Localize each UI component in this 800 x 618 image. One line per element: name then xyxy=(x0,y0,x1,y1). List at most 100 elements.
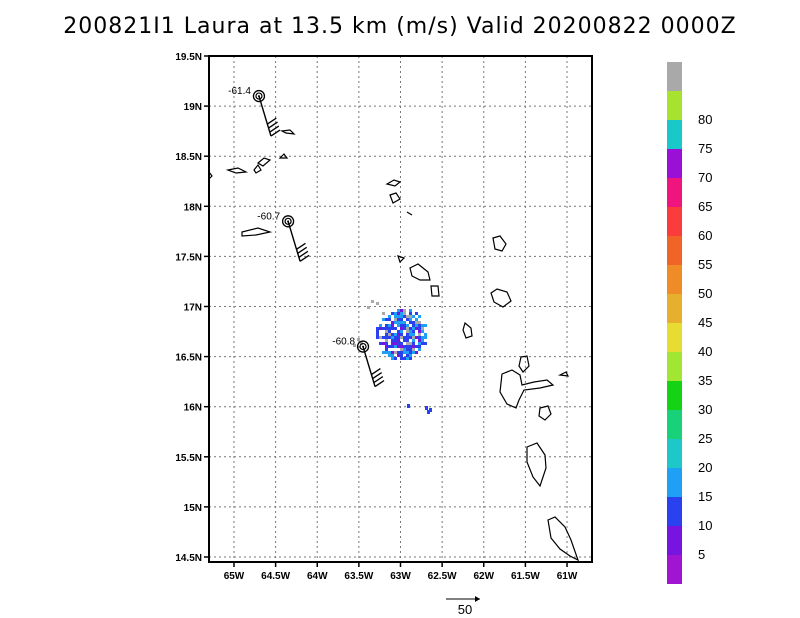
wind-pixel xyxy=(382,336,385,339)
wind-pixel xyxy=(397,354,400,357)
wind-pixel xyxy=(376,302,379,305)
wind-pixel xyxy=(400,336,403,339)
wind-pixel xyxy=(424,324,427,327)
wind-pixel xyxy=(406,339,409,342)
island-outline xyxy=(256,157,272,167)
wind-pixel xyxy=(388,354,391,357)
x-tick-label: 61W xyxy=(557,571,578,582)
wind-pixel xyxy=(412,348,415,351)
island-outline xyxy=(385,179,402,187)
island-outline xyxy=(526,442,547,488)
wind-pixel xyxy=(353,344,356,347)
wind-pixel xyxy=(406,342,409,345)
wind-pixel xyxy=(400,357,403,360)
y-tick-label: 17.5N xyxy=(175,252,202,263)
wind-pixel xyxy=(397,321,400,324)
storm-center-outer-circle xyxy=(252,89,266,103)
wind-pixel xyxy=(403,336,406,339)
wind-pixel xyxy=(412,330,415,333)
y-axis-ticks: 19.5N 19N 18.5N 18N 17.5N 17N 16.5N 16N 15.5N 15N… xyxy=(175,52,209,564)
wind-pixel xyxy=(415,312,418,315)
storm-center-inner-circle xyxy=(284,217,292,225)
wind-pixel xyxy=(388,333,391,336)
wind-pixel xyxy=(409,345,412,348)
island-outline xyxy=(518,355,530,373)
island-outline xyxy=(557,371,570,377)
storm-pressure-label: -60.8 xyxy=(332,337,355,348)
wind-pixel xyxy=(397,312,400,315)
wind-pixel xyxy=(376,333,379,336)
wind-pixel xyxy=(412,345,415,348)
wind-pixel xyxy=(412,321,415,324)
colorbar-label: 55 xyxy=(698,257,712,272)
y-tick-label: 16.5N xyxy=(175,353,202,364)
wind-barb-tick xyxy=(374,380,385,388)
wind-pixel xyxy=(412,327,415,330)
colorbar-label: 65 xyxy=(698,199,712,214)
wind-pixel xyxy=(400,327,403,330)
colorbar: 80 75 70 65 60 55 50 45 40 35 30 25 20 15 10 5 xyxy=(667,62,712,584)
storm-markers: -61.4 -60.7 -60.8 xyxy=(228,86,385,388)
colorbar-segment xyxy=(667,149,682,178)
wind-pixel xyxy=(397,342,400,345)
island-outline xyxy=(490,288,512,308)
wind-pixel xyxy=(385,345,388,348)
wind-pixel xyxy=(403,321,406,324)
wind-pixel xyxy=(400,315,403,318)
wind-pixel xyxy=(406,351,409,354)
wind-pixel xyxy=(400,333,403,336)
colorbar-segment xyxy=(667,120,682,149)
wind-barb-staff xyxy=(258,95,272,137)
x-tick-label: 63W xyxy=(390,571,411,582)
wind-pixel xyxy=(400,312,403,315)
colorbar-segment xyxy=(667,352,682,381)
wind-pixel xyxy=(376,330,379,333)
wind-pixel xyxy=(394,345,397,348)
wind-pixel xyxy=(388,351,391,354)
wind-pixel xyxy=(400,330,403,333)
wind-pixel xyxy=(409,327,412,330)
wind-pixel xyxy=(409,321,412,324)
x-tick-label: 63.5W xyxy=(344,571,373,582)
wind-pixel xyxy=(415,324,418,327)
wind-pixel xyxy=(429,408,432,412)
wind-pixel xyxy=(406,336,409,339)
colorbar-segment xyxy=(667,178,682,207)
wind-barb-tick xyxy=(299,254,310,262)
wind-pixel xyxy=(379,342,382,345)
colorbar-label: 50 xyxy=(698,286,712,301)
wind-pixel xyxy=(391,333,394,336)
wind-pixel xyxy=(400,321,403,324)
wind-pixel xyxy=(418,315,421,318)
colorbar-segment xyxy=(667,62,682,91)
wind-pixel xyxy=(418,327,421,330)
wind-barb-tick xyxy=(269,125,280,133)
y-tick-label: 16N xyxy=(184,403,202,414)
y-tick-label: 15N xyxy=(184,503,202,514)
island-outline xyxy=(241,227,273,237)
wind-pixel xyxy=(415,345,418,348)
x-tick-label: 62W xyxy=(473,571,494,582)
wind-pixel xyxy=(415,336,418,339)
wind-pixel xyxy=(418,336,421,339)
wind-pixel xyxy=(394,318,397,321)
wind-pixel xyxy=(415,318,418,321)
wind-pixel xyxy=(385,336,388,339)
wind-pixel xyxy=(412,336,415,339)
wind-pixel xyxy=(379,327,382,330)
wind-pixel xyxy=(391,351,394,354)
wind-pixel xyxy=(406,318,409,321)
colorbar-segment xyxy=(667,323,682,352)
wind-pixel xyxy=(391,339,394,342)
storm-center-inner-circle xyxy=(359,342,367,351)
colorbar-segment xyxy=(667,497,682,526)
colorbar-label: 60 xyxy=(698,228,712,243)
wind-pixel xyxy=(403,339,406,342)
wind-pixel xyxy=(397,318,400,321)
island-outline xyxy=(406,211,413,216)
wind-pixel xyxy=(385,351,388,354)
wind-pixel xyxy=(385,327,388,330)
wind-pixel xyxy=(385,318,388,321)
wind-pixel xyxy=(394,342,397,345)
